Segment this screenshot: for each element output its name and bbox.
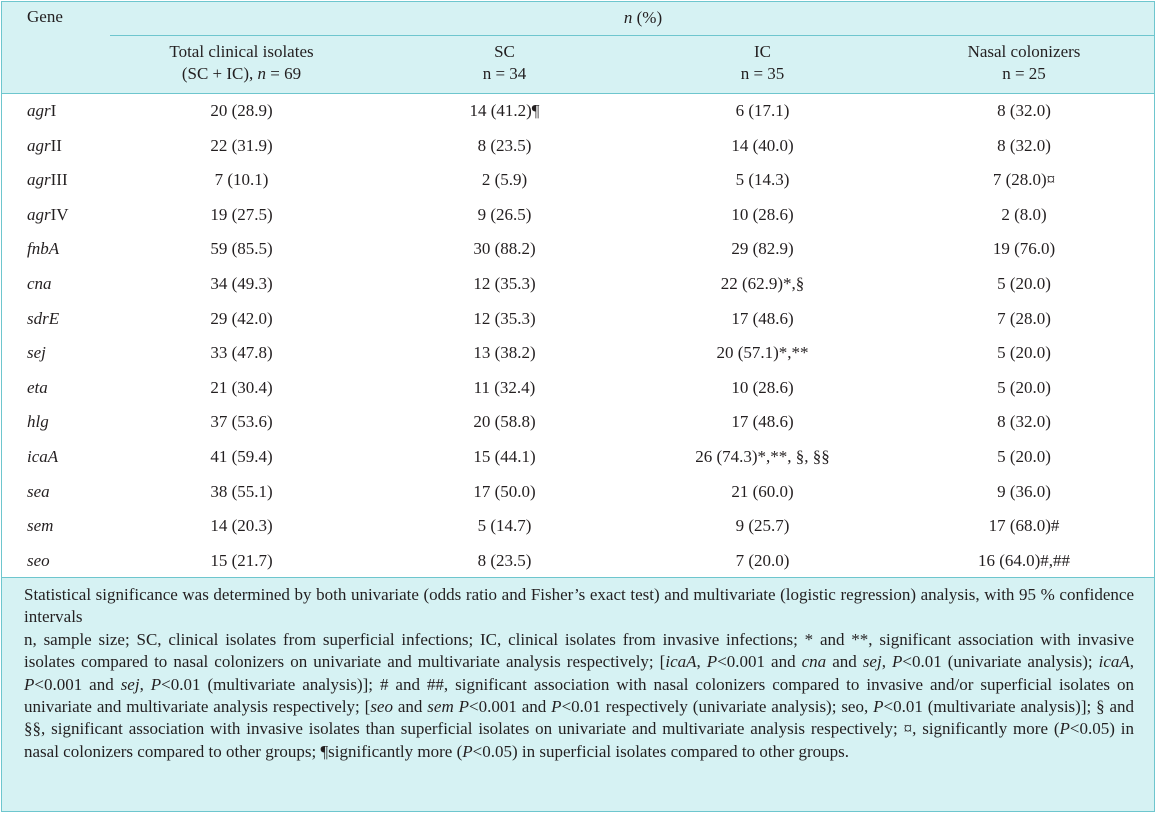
n-percent-header: n (%) — [623, 8, 663, 27]
total-cell: 14 (20.3) — [210, 516, 273, 536]
gene-name: agrIII — [27, 170, 68, 190]
ic-cell: 14 (40.0) — [731, 135, 794, 155]
sc-column-header: SC n = 34 — [482, 42, 527, 83]
gene-name: fnbA — [27, 239, 60, 259]
gene-name: cna — [27, 273, 52, 293]
sc-cell: 30 (88.2) — [473, 239, 536, 259]
gene-name: sea — [27, 481, 50, 501]
footnote-statistics: Statistical significance was determined … — [24, 585, 1134, 627]
table-footnote: Statistical significance was determined … — [2, 577, 1154, 811]
gene-name: seo — [27, 550, 50, 570]
total-cell: 7 (10.1) — [214, 170, 269, 190]
gene-name: sdrE — [27, 308, 60, 328]
ic-cell: 6 (17.1) — [735, 101, 790, 120]
header-divider — [110, 35, 1154, 36]
sc-cell: 8 (23.5) — [477, 135, 532, 155]
total-cell: 41 (59.4) — [210, 446, 273, 466]
total-cell: 19 (27.5) — [210, 204, 273, 224]
total-cell: 38 (55.1) — [210, 481, 273, 501]
table-header: Gene n (%) Total clinical isolates (SC +… — [2, 2, 1154, 94]
gene-name: eta — [27, 377, 48, 397]
nasal-cell: 19 (76.0) — [992, 239, 1056, 259]
total-cell: 34 (49.3) — [210, 273, 273, 293]
nasal-cell: 17 (68.0)# — [988, 516, 1060, 536]
nasal-cell: 5 (20.0) — [997, 377, 1051, 397]
table-row: sem 14 (20.3) 5 (14.7) 9 (25.7) 17 (68.0)# — [2, 509, 1154, 544]
table-row: agrII 22 (31.9) 8 (23.5) 14 (40.0) 8 (32.0) — [2, 129, 1154, 164]
total-cell: 15 (21.7) — [210, 550, 273, 570]
nasal-cell: 8 (32.0) — [997, 101, 1051, 120]
ic-cell: 5 (14.3) — [735, 170, 790, 190]
table-row: sej 33 (47.8) 13 (38.2) 20 (57.1)*,** 5 (20.… — [2, 336, 1154, 371]
nasal-cell: 5 (20.0) — [997, 343, 1051, 363]
table-row: hlg 37 (53.6) 20 (58.8) 17 (48.6) 8 (32.0) — [2, 405, 1154, 440]
ic-cell: 17 (48.6) — [731, 412, 794, 432]
ic-cell: 10 (28.6) — [731, 377, 794, 397]
table-body: agrI 20 (28.9) 14 (41.2)¶ 6 (17.1) 8 (32.0) a… — [2, 94, 1154, 578]
ic-cell: 21 (60.0) — [731, 481, 794, 501]
table-row: agrIII 7 (10.1) 2 (5.9) 5 (14.3) 7 (28.0)¤ — [2, 163, 1154, 198]
ic-cell: 29 (82.9) — [731, 239, 794, 259]
table-row: agrIV 19 (27.5) 9 (26.5) 10 (28.6) 2 (8.0) — [2, 198, 1154, 233]
total-cell: 22 (31.9) — [210, 135, 273, 155]
table-row: cna 34 (49.3) 12 (35.3) 22 (62.9)*,§ 5 (20.0… — [2, 267, 1154, 302]
table-row: fnbA 59 (85.5) 30 (88.2) 29 (82.9) 19 (76.0) — [2, 232, 1154, 267]
total-cell: 29 (42.0) — [210, 308, 273, 328]
ic-cell: 9 (25.7) — [735, 516, 790, 536]
sc-cell: 2 (5.9) — [481, 170, 528, 190]
gene-name: agrII — [27, 135, 62, 155]
nasal-column-header: Nasal colonizers n = 25 — [967, 42, 1081, 83]
sc-cell: 15 (44.1) — [473, 446, 536, 466]
sc-cell: 9 (26.5) — [477, 204, 532, 224]
table-row: sdrE 29 (42.0) 12 (35.3) 17 (48.6) 7 (28.0) — [2, 302, 1154, 337]
total-column-header: Total clinical isolates (SC + IC), n = 6… — [169, 42, 314, 83]
table-row: icaA 41 (59.4) 15 (44.1) 26 (74.3)*,**, §, … — [2, 440, 1154, 475]
total-cell: 21 (30.4) — [210, 377, 273, 397]
nasal-cell: 8 (32.0) — [997, 412, 1051, 432]
sc-cell: 12 (35.3) — [473, 308, 536, 328]
nasal-cell: 7 (28.0)¤ — [992, 170, 1056, 190]
nasal-cell: 2 (8.0) — [1001, 204, 1047, 224]
sc-cell: 5 (14.7) — [477, 516, 532, 536]
sc-cell: 11 (32.4) — [473, 377, 536, 397]
sc-cell: 13 (38.2) — [473, 343, 536, 363]
total-cell: 20 (28.9) — [210, 101, 273, 120]
nasal-cell: 5 (20.0) — [997, 446, 1051, 466]
sc-cell: 8 (23.5) — [477, 550, 532, 570]
ic-cell: 10 (28.6) — [731, 204, 794, 224]
sc-cell: 12 (35.3) — [473, 273, 536, 293]
nasal-cell: 16 (64.0)#,## — [977, 550, 1071, 570]
nasal-cell: 7 (28.0) — [997, 308, 1051, 328]
ic-column-header: IC n = 35 — [740, 42, 785, 83]
sc-cell: 17 (50.0) — [473, 481, 536, 501]
gene-name: hlg — [27, 412, 49, 432]
table-row: eta 21 (30.4) 11 (32.4) 10 (28.6) 5 (20.0) — [2, 371, 1154, 406]
sc-cell: 20 (58.8) — [473, 412, 536, 432]
table-row: seo 15 (21.7) 8 (23.5) 7 (20.0) 16 (64.0)#,#… — [2, 544, 1154, 579]
total-cell: 59 (85.5) — [210, 239, 273, 259]
footnote-abbreviations: n, sample size; SC, clinical isolates fr… — [24, 629, 1135, 761]
table-row: sea 38 (55.1) 17 (50.0) 21 (60.0) 9 (36.0) — [2, 475, 1154, 510]
gene-name: sej — [27, 343, 46, 363]
table-row: agrI 20 (28.9) 14 (41.2)¶ 6 (17.1) 8 (32.0) — [2, 94, 1154, 129]
gene-name: agrIV — [27, 204, 69, 224]
gene-name: sem — [27, 516, 54, 536]
gene-name: agrI — [27, 101, 57, 120]
ic-cell: 26 (74.3)*,**, §, §§ — [695, 446, 830, 466]
ic-cell: 22 (62.9)*,§ — [720, 273, 805, 293]
gene-name: icaA — [27, 446, 59, 466]
nasal-cell: 9 (36.0) — [997, 481, 1051, 501]
nasal-cell: 5 (20.0) — [997, 273, 1051, 293]
ic-cell: 7 (20.0) — [735, 550, 790, 570]
nasal-cell: 8 (32.0) — [997, 135, 1051, 155]
sc-cell: 14 (41.2)¶ — [469, 101, 540, 120]
gene-column-header: Gene — [27, 7, 63, 26]
total-cell: 37 (53.6) — [210, 412, 273, 432]
ic-cell: 20 (57.1)*,** — [716, 343, 809, 363]
total-cell: 33 (47.8) — [210, 343, 273, 363]
ic-cell: 17 (48.6) — [731, 308, 794, 328]
